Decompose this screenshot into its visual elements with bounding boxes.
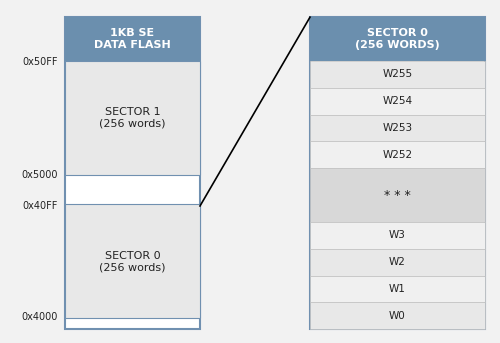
Text: SECTOR 1
(256 words): SECTOR 1 (256 words) [99, 107, 166, 129]
Text: SECTOR 0
(256 WORDS): SECTOR 0 (256 WORDS) [355, 28, 440, 50]
FancyBboxPatch shape [310, 222, 485, 249]
FancyBboxPatch shape [310, 17, 485, 329]
FancyBboxPatch shape [310, 249, 485, 275]
Text: W253: W253 [382, 123, 412, 133]
Text: 1KB SE
DATA FLASH: 1KB SE DATA FLASH [94, 28, 171, 50]
FancyBboxPatch shape [310, 275, 485, 303]
Text: 0x4000: 0x4000 [21, 312, 58, 322]
FancyBboxPatch shape [310, 168, 485, 222]
Text: 0x5000: 0x5000 [21, 170, 58, 180]
Text: W252: W252 [382, 150, 412, 160]
FancyBboxPatch shape [65, 204, 200, 318]
Text: 0x50FF: 0x50FF [22, 57, 58, 68]
FancyBboxPatch shape [65, 17, 200, 61]
Text: W0: W0 [389, 311, 406, 321]
Text: W1: W1 [389, 284, 406, 294]
FancyBboxPatch shape [65, 61, 200, 175]
Text: W255: W255 [382, 69, 412, 79]
Text: * * *: * * * [384, 189, 411, 202]
FancyBboxPatch shape [310, 17, 485, 61]
Text: SECTOR 0
(256 words): SECTOR 0 (256 words) [99, 251, 166, 272]
FancyBboxPatch shape [65, 17, 200, 329]
FancyBboxPatch shape [310, 61, 485, 88]
Text: W254: W254 [382, 96, 412, 106]
FancyBboxPatch shape [310, 115, 485, 141]
FancyBboxPatch shape [310, 88, 485, 115]
Text: W2: W2 [389, 257, 406, 267]
FancyBboxPatch shape [310, 303, 485, 329]
Text: W3: W3 [389, 230, 406, 240]
FancyBboxPatch shape [310, 141, 485, 168]
Text: 0x40FF: 0x40FF [22, 201, 58, 211]
